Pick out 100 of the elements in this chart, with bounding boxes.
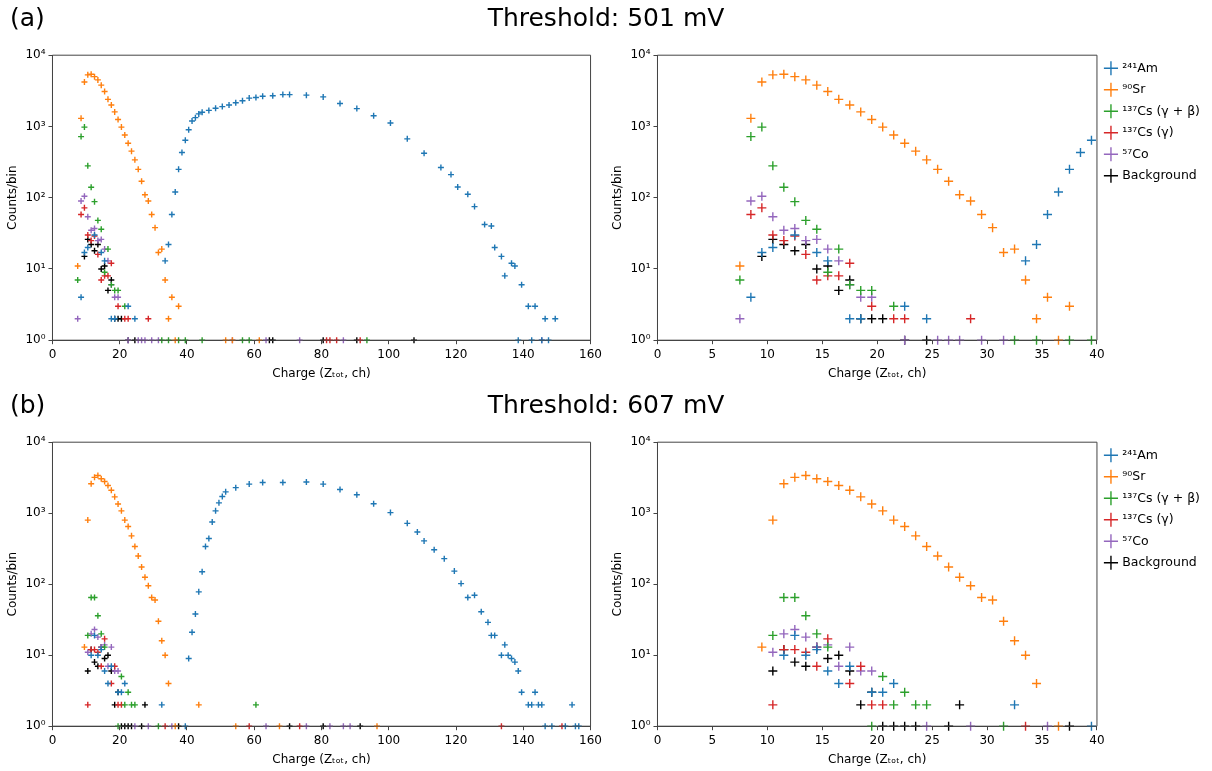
x-axis-title: Charge (Zₜₒₜ, ch) xyxy=(272,365,371,380)
point xyxy=(124,688,132,697)
y-tick-label: 10² xyxy=(630,576,651,591)
legend-label: ²⁴¹Am xyxy=(1122,446,1158,462)
x-tick-label: 30 xyxy=(979,346,995,361)
point xyxy=(1020,274,1031,286)
point xyxy=(778,182,790,193)
x-tick-label: 10 xyxy=(759,346,775,361)
point xyxy=(811,263,822,275)
point xyxy=(932,550,943,562)
y-tick-label: 10¹ xyxy=(630,261,651,276)
point xyxy=(921,699,932,711)
point xyxy=(756,247,768,258)
point xyxy=(1009,243,1020,255)
point xyxy=(124,139,132,148)
y-tick-label: 10¹ xyxy=(25,261,46,276)
x-tick-label: 60 xyxy=(246,346,262,361)
point xyxy=(114,302,122,310)
point xyxy=(965,195,976,207)
point xyxy=(77,132,85,141)
point xyxy=(84,162,92,170)
point xyxy=(121,516,129,524)
legend-label: ¹³⁷Cs (γ) xyxy=(1122,124,1174,139)
point xyxy=(767,699,779,711)
point xyxy=(833,243,844,255)
point xyxy=(756,202,768,214)
x-tick-label: 5 xyxy=(708,346,717,361)
point xyxy=(252,701,260,709)
point xyxy=(789,644,801,655)
y-tick-label: 10⁴ xyxy=(630,434,651,449)
x-tick-label: 20 xyxy=(112,346,128,361)
point xyxy=(767,69,779,81)
point xyxy=(767,229,779,241)
point xyxy=(117,507,126,515)
y-tick-label: 10² xyxy=(25,189,46,204)
point xyxy=(767,514,779,526)
point xyxy=(888,129,899,141)
point xyxy=(80,643,89,651)
point xyxy=(789,71,801,82)
y-tick-label: 10⁴ xyxy=(630,47,651,62)
point xyxy=(110,108,119,116)
x-tick-label: 100 xyxy=(377,732,401,747)
x-tick-label: 35 xyxy=(1034,346,1050,361)
x-tick-label: 35 xyxy=(1034,732,1050,747)
y-tick-label: 10⁰ xyxy=(25,718,46,733)
point xyxy=(767,647,779,658)
x-tick-label: 0 xyxy=(48,732,57,747)
text: (b) xyxy=(10,390,46,419)
y-tick-label: 10⁰ xyxy=(25,332,46,347)
point xyxy=(866,699,877,711)
point xyxy=(141,701,149,709)
point xyxy=(833,270,844,282)
point xyxy=(822,633,833,645)
point xyxy=(866,665,877,677)
point xyxy=(80,204,89,212)
x-tick-label: 120 xyxy=(444,346,468,361)
point xyxy=(767,665,779,677)
x-tick-label: 0 xyxy=(653,346,662,361)
point xyxy=(756,76,768,88)
point xyxy=(921,154,932,166)
point xyxy=(811,79,822,91)
point xyxy=(127,532,136,540)
point xyxy=(114,500,122,508)
point xyxy=(104,651,112,659)
point xyxy=(811,628,822,640)
point xyxy=(800,661,811,672)
x-tick-label: 5 xyxy=(708,732,717,747)
y-tick-label: 10³ xyxy=(630,505,651,520)
point xyxy=(100,635,109,643)
point xyxy=(789,592,801,603)
y-axis-title: Counts/bin xyxy=(5,551,20,617)
point xyxy=(117,123,126,131)
y-axis-title: Counts/bin xyxy=(610,165,625,230)
legend-label: ⁹⁰Sr xyxy=(1122,468,1147,483)
point xyxy=(94,612,102,620)
x-tick-label: 80 xyxy=(313,732,330,747)
point xyxy=(168,293,176,301)
point xyxy=(800,249,811,260)
point xyxy=(137,563,146,571)
point xyxy=(158,245,166,253)
point xyxy=(855,292,866,303)
point xyxy=(90,658,99,666)
y-tick-label: 10³ xyxy=(25,118,46,133)
x-tick-label: 40 xyxy=(179,346,195,361)
point xyxy=(822,243,833,255)
y-tick-label: 10² xyxy=(630,189,651,204)
point xyxy=(87,226,95,234)
point xyxy=(134,552,142,560)
point xyxy=(778,224,790,236)
x-tick-label: 40 xyxy=(1089,732,1105,747)
point xyxy=(84,516,92,524)
point xyxy=(954,699,965,711)
chart-title: Threshold: 607 mV xyxy=(487,390,725,419)
point xyxy=(104,481,112,490)
point xyxy=(110,493,119,501)
legend-label: ¹³⁷Cs (γ + β) xyxy=(1122,489,1200,505)
x-tick-label: 15 xyxy=(814,732,830,747)
y-tick-label: 10¹ xyxy=(630,647,651,662)
point xyxy=(833,661,844,672)
point xyxy=(80,123,89,131)
